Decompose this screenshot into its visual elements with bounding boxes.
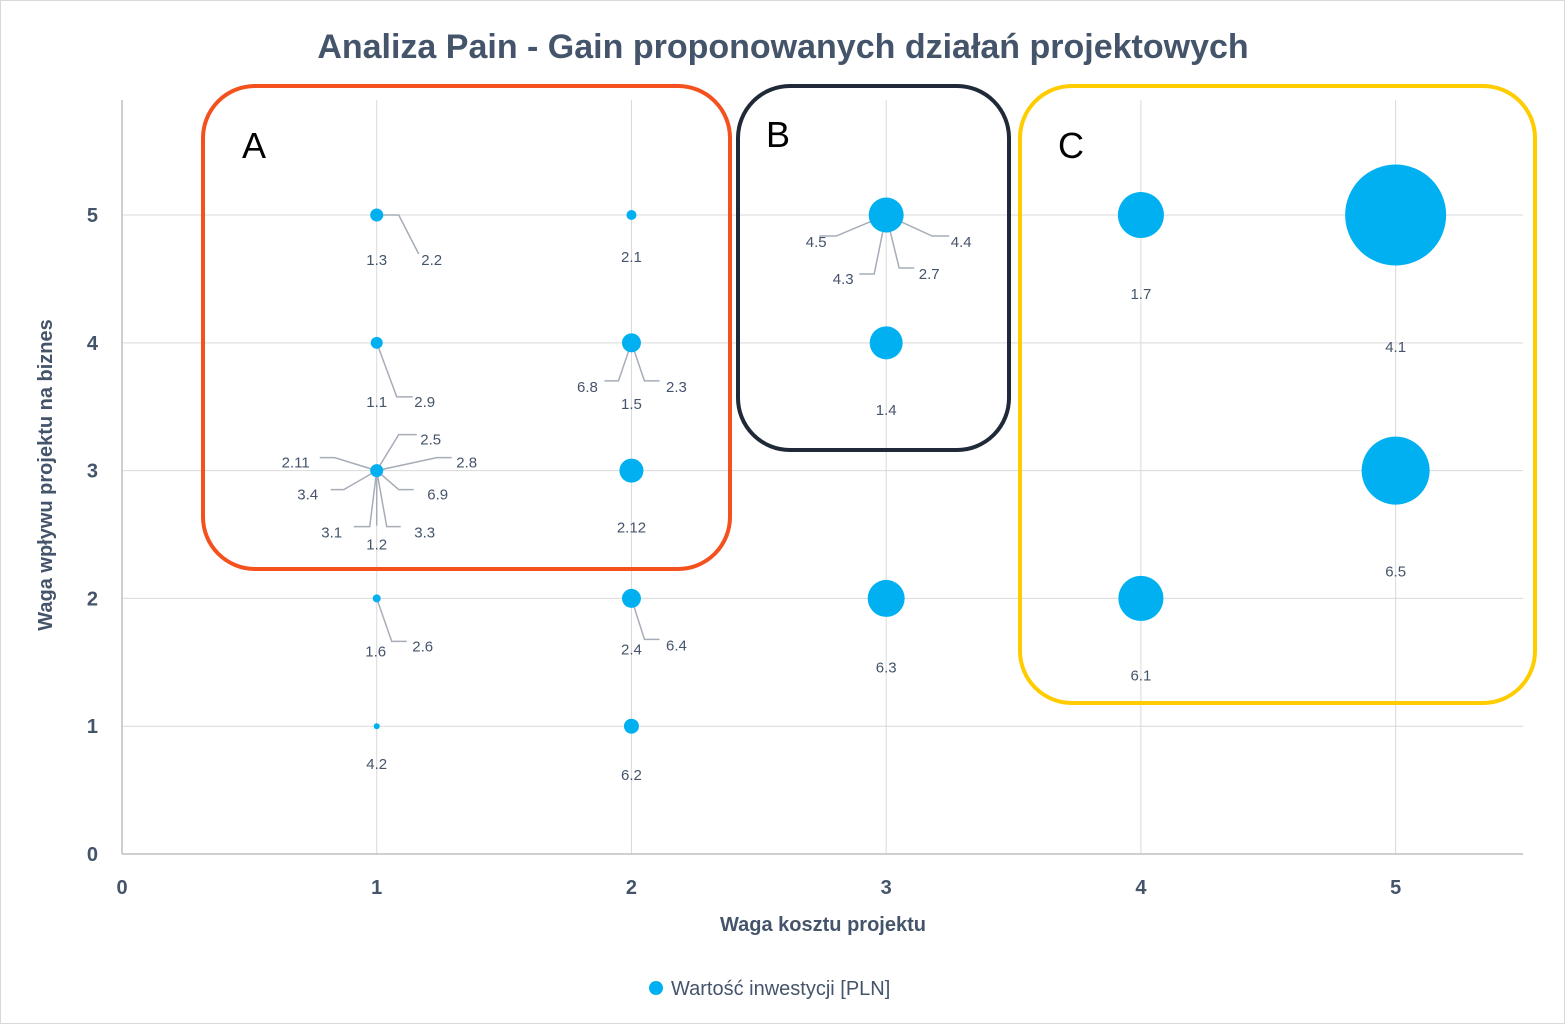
group-box-b bbox=[736, 84, 1011, 452]
data-label: 1.7 bbox=[1130, 286, 1151, 303]
bubble bbox=[1361, 436, 1430, 505]
leader-line bbox=[353, 470, 378, 528]
y-tick-label: 1 bbox=[87, 716, 98, 738]
data-label: 2.5 bbox=[420, 432, 441, 449]
bubble bbox=[867, 579, 905, 617]
leader-line bbox=[376, 470, 414, 491]
bubble bbox=[370, 208, 384, 222]
x-tick-label: 3 bbox=[881, 877, 892, 899]
x-tick-label: 0 bbox=[116, 877, 127, 899]
bubbles bbox=[370, 164, 1447, 734]
data-label: 1.3 bbox=[366, 252, 387, 269]
data-label: 4.2 bbox=[366, 756, 387, 773]
leader-line bbox=[859, 214, 887, 275]
data-label: 6.9 bbox=[427, 487, 448, 504]
y-axis-title: Waga wpływu projektu na biznes bbox=[35, 319, 57, 631]
leader-line bbox=[885, 214, 915, 269]
data-label: 3.4 bbox=[297, 487, 318, 504]
data-label: 2.8 bbox=[456, 455, 477, 472]
bubble bbox=[621, 333, 641, 353]
data-label: 2.1 bbox=[621, 249, 642, 266]
bubble bbox=[619, 458, 644, 483]
leader-line bbox=[376, 433, 417, 472]
y-tick-label: 0 bbox=[87, 844, 98, 866]
data-label: 1.1 bbox=[366, 394, 387, 411]
group-box-a bbox=[201, 84, 732, 571]
data-label: 6.1 bbox=[1130, 667, 1151, 684]
data-label: 1.5 bbox=[621, 396, 642, 413]
group-boxes: A B C bbox=[201, 84, 1537, 705]
bubble bbox=[623, 718, 639, 734]
legend-marker bbox=[649, 981, 663, 995]
data-labels: 1.3 2.2 2.1 4.5 4.4 4.3 2.7 1.7 4.1 1.1 2.9 6.8 2.3 1… bbox=[282, 234, 1406, 784]
leader-line bbox=[376, 214, 420, 255]
bubble bbox=[626, 210, 637, 221]
leader-line bbox=[604, 342, 633, 382]
data-label: 3.3 bbox=[414, 525, 435, 542]
leader-line bbox=[630, 598, 660, 641]
y-tick-label: 3 bbox=[87, 461, 98, 483]
data-label: 3.1 bbox=[321, 525, 342, 542]
label-leader-lines bbox=[319, 214, 950, 643]
y-tick-label: 2 bbox=[87, 588, 98, 610]
data-label: 2.6 bbox=[412, 638, 433, 655]
bubble bbox=[373, 723, 380, 730]
leader-line bbox=[319, 456, 377, 472]
group-label-b: B bbox=[766, 114, 790, 155]
bubble bbox=[1118, 575, 1164, 621]
legend: Wartość inwestycji [PLN] bbox=[649, 978, 890, 1000]
x-tick-label: 2 bbox=[626, 877, 637, 899]
data-label: 1.4 bbox=[876, 402, 897, 419]
leader-line bbox=[819, 214, 887, 237]
x-tick-label: 4 bbox=[1135, 877, 1147, 899]
bubble bbox=[869, 326, 903, 360]
bubble bbox=[1345, 164, 1447, 266]
x-tick-label: 1 bbox=[371, 877, 382, 899]
data-label: 6.4 bbox=[666, 637, 687, 654]
data-label: 2.7 bbox=[919, 266, 940, 283]
data-label: 6.2 bbox=[621, 767, 642, 784]
chart-title: Analiza Pain - Gain proponowanych działa… bbox=[317, 28, 1248, 66]
data-label: 6.5 bbox=[1385, 564, 1406, 581]
y-tick-label: 4 bbox=[87, 333, 99, 355]
leader-line bbox=[376, 456, 452, 472]
leader-line bbox=[376, 342, 413, 398]
data-label: 2.11 bbox=[282, 455, 310, 472]
data-label: 1.6 bbox=[365, 643, 386, 660]
data-label: 2.9 bbox=[414, 394, 435, 411]
y-tick-label: 5 bbox=[87, 205, 98, 227]
data-label: 6.3 bbox=[876, 659, 897, 676]
data-label: 1.2 bbox=[366, 537, 387, 554]
bubble bbox=[372, 594, 381, 603]
group-label-c: C bbox=[1058, 125, 1084, 166]
bubble bbox=[370, 464, 384, 478]
group-label-a: A bbox=[242, 125, 266, 166]
bubble bbox=[621, 588, 641, 608]
data-label: 2.4 bbox=[621, 641, 642, 658]
data-label: 2.2 bbox=[421, 252, 442, 269]
leader-line bbox=[375, 470, 401, 528]
data-label: 4.4 bbox=[951, 234, 972, 251]
leader-line bbox=[630, 342, 660, 382]
gridlines bbox=[122, 100, 1523, 854]
x-tick-label: 5 bbox=[1390, 877, 1401, 899]
axes: 0 1 2 3 4 5 0 1 2 3 4 5 bbox=[87, 100, 1523, 899]
data-label: 2.12 bbox=[617, 520, 646, 537]
legend-entry: Wartość inwestycji [PLN] bbox=[671, 978, 890, 1000]
data-label: 6.8 bbox=[577, 379, 598, 396]
data-label: 4.1 bbox=[1385, 339, 1406, 356]
data-label: 4.3 bbox=[833, 271, 854, 288]
data-label: 2.3 bbox=[666, 379, 687, 396]
bubble bbox=[868, 197, 904, 233]
x-axis-title: Waga kosztu projektu bbox=[720, 914, 926, 936]
bubble bbox=[370, 336, 383, 349]
data-label: 4.5 bbox=[806, 234, 827, 251]
leader-line bbox=[376, 598, 407, 643]
group-box-c bbox=[1018, 84, 1537, 705]
leader-line bbox=[330, 469, 378, 491]
bubble bbox=[1117, 192, 1164, 239]
